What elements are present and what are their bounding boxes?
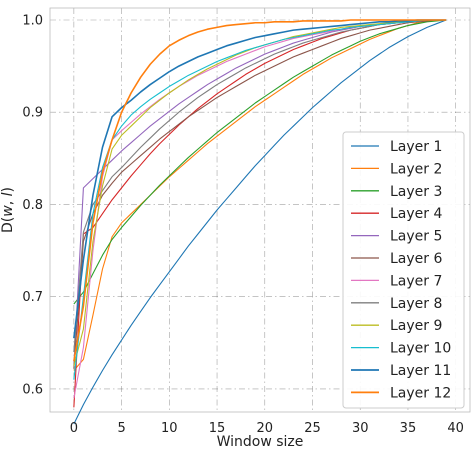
x-tick-label: 20 bbox=[256, 421, 273, 436]
y-tick-label: 0.7 bbox=[22, 290, 43, 305]
legend-label: Layer 3 bbox=[390, 184, 442, 200]
x-tick-label: 25 bbox=[304, 421, 321, 436]
x-tick-label: 0 bbox=[70, 421, 78, 436]
legend-label: Layer 8 bbox=[390, 296, 442, 312]
axes bbox=[49, 7, 471, 413]
series-line-layer-1 bbox=[73, 19, 447, 425]
legend-label: Layer 2 bbox=[390, 161, 442, 177]
y-axis-label: D(w, l) bbox=[0, 187, 16, 233]
x-axis-label: Window size bbox=[217, 434, 304, 450]
legend-label: Layer 12 bbox=[390, 385, 451, 401]
series-line-layer-11 bbox=[73, 19, 447, 339]
series-line-layer-3 bbox=[73, 19, 447, 305]
x-tick-label: 10 bbox=[161, 421, 178, 436]
legend-label: Layer 4 bbox=[390, 206, 442, 222]
x-tick-label: 5 bbox=[117, 421, 125, 436]
series-line-layer-10 bbox=[73, 19, 447, 380]
legend-label: Layer 7 bbox=[390, 273, 442, 289]
legend-label: Layer 10 bbox=[390, 341, 451, 357]
grid bbox=[50, 8, 470, 412]
series-lines bbox=[73, 19, 447, 425]
legend-label: Layer 1 bbox=[390, 139, 442, 155]
legend-label: Layer 6 bbox=[390, 251, 442, 267]
tick-labels: 0 5 10 15 20 25 30 35 40 0.6 0.7 0.8 0.9 1.0 bbox=[22, 13, 464, 436]
legend-box bbox=[342, 131, 465, 409]
x-tick-label: 35 bbox=[400, 421, 417, 436]
y-tick-label: 0.9 bbox=[22, 106, 43, 121]
legend-label: Layer 11 bbox=[390, 363, 451, 379]
legend-label: Layer 5 bbox=[390, 229, 442, 245]
series-line-layer-12 bbox=[73, 19, 447, 362]
legend: Layer 1 Layer 2 Layer 3 Layer 4 Layer 5 Layer… bbox=[342, 131, 465, 409]
x-tick-label: 40 bbox=[447, 421, 464, 436]
series-line-layer-6 bbox=[73, 19, 447, 369]
y-tick-label: 1.0 bbox=[22, 13, 43, 28]
y-tick-label: 0.6 bbox=[22, 382, 43, 397]
legend-label: Layer 9 bbox=[390, 318, 442, 334]
y-tick-label: 0.8 bbox=[22, 198, 43, 213]
plot-frame bbox=[49, 7, 471, 413]
series-line-layer-2 bbox=[73, 19, 447, 371]
x-tick-label: 15 bbox=[209, 421, 226, 436]
x-tick-label: 30 bbox=[352, 421, 369, 436]
